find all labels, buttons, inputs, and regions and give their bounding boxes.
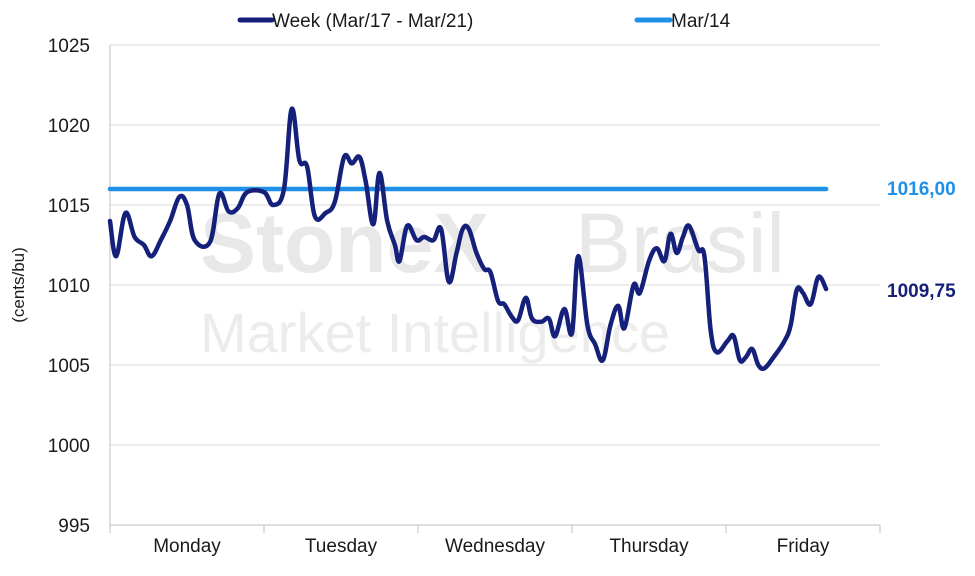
y-tick-label: 1000 bbox=[48, 436, 90, 457]
y-tick-label: 1010 bbox=[48, 276, 90, 297]
legend-label-ref: Mar/14 bbox=[671, 11, 731, 32]
y-tick-label: 995 bbox=[58, 516, 90, 537]
end-label-ref: 1016,00 bbox=[887, 179, 956, 200]
x-tick-label: Thursday bbox=[609, 536, 689, 557]
legend-item-ref: Mar/14 bbox=[634, 11, 731, 32]
series-line-week bbox=[107, 106, 829, 372]
y-tick-label: 1015 bbox=[48, 196, 90, 217]
end-label-week: 1009,75 bbox=[887, 281, 956, 302]
y-tick-label: 1025 bbox=[48, 36, 90, 57]
x-tick-label: Monday bbox=[153, 536, 221, 557]
x-tick-label: Tuesday bbox=[305, 536, 378, 557]
legend-item-week: Week (Mar/17 - Mar/21) bbox=[237, 11, 473, 32]
watermark-brand: StoneX bbox=[200, 196, 489, 290]
y-axis-title: (cents/bu) bbox=[9, 247, 28, 323]
legend-label-week: Week (Mar/17 - Mar/21) bbox=[272, 11, 473, 32]
x-tick-label: Wednesday bbox=[445, 536, 545, 557]
axes: 995 1000 1005 1010 1015 1020 1025 Monday Tuesday… bbox=[48, 36, 881, 557]
y-tick-label: 1005 bbox=[48, 356, 90, 377]
gridlines bbox=[110, 44, 880, 446]
legend: Week (Mar/17 - Mar/21) Mar/14 bbox=[237, 11, 731, 32]
series bbox=[107, 106, 829, 372]
y-tick-label: 1020 bbox=[48, 116, 90, 137]
watermark-tagline: Market Intelligence bbox=[200, 301, 670, 364]
x-tick-label: Friday bbox=[777, 536, 830, 557]
